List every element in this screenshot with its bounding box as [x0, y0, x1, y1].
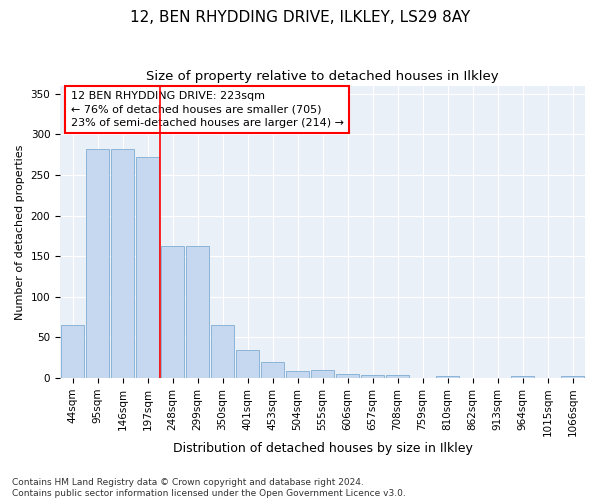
Bar — [336, 374, 359, 378]
Bar — [361, 375, 384, 378]
Bar — [311, 370, 334, 378]
Bar — [111, 149, 134, 378]
Bar — [236, 350, 259, 378]
Bar — [511, 376, 534, 378]
Bar — [561, 376, 584, 378]
Text: Contains HM Land Registry data © Crown copyright and database right 2024.
Contai: Contains HM Land Registry data © Crown c… — [12, 478, 406, 498]
Bar — [61, 326, 84, 378]
Bar — [286, 371, 309, 378]
Bar — [261, 362, 284, 378]
Text: 12, BEN RHYDDING DRIVE, ILKLEY, LS29 8AY: 12, BEN RHYDDING DRIVE, ILKLEY, LS29 8AY — [130, 10, 470, 25]
Y-axis label: Number of detached properties: Number of detached properties — [15, 144, 25, 320]
X-axis label: Distribution of detached houses by size in Ilkley: Distribution of detached houses by size … — [173, 442, 472, 455]
Bar — [436, 376, 459, 378]
Bar — [386, 375, 409, 378]
Bar — [136, 157, 159, 378]
Title: Size of property relative to detached houses in Ilkley: Size of property relative to detached ho… — [146, 70, 499, 83]
Bar — [186, 246, 209, 378]
Bar — [211, 326, 234, 378]
Text: 12 BEN RHYDDING DRIVE: 223sqm
← 76% of detached houses are smaller (705)
23% of : 12 BEN RHYDDING DRIVE: 223sqm ← 76% of d… — [71, 92, 344, 128]
Bar — [161, 246, 184, 378]
Bar — [86, 149, 109, 378]
